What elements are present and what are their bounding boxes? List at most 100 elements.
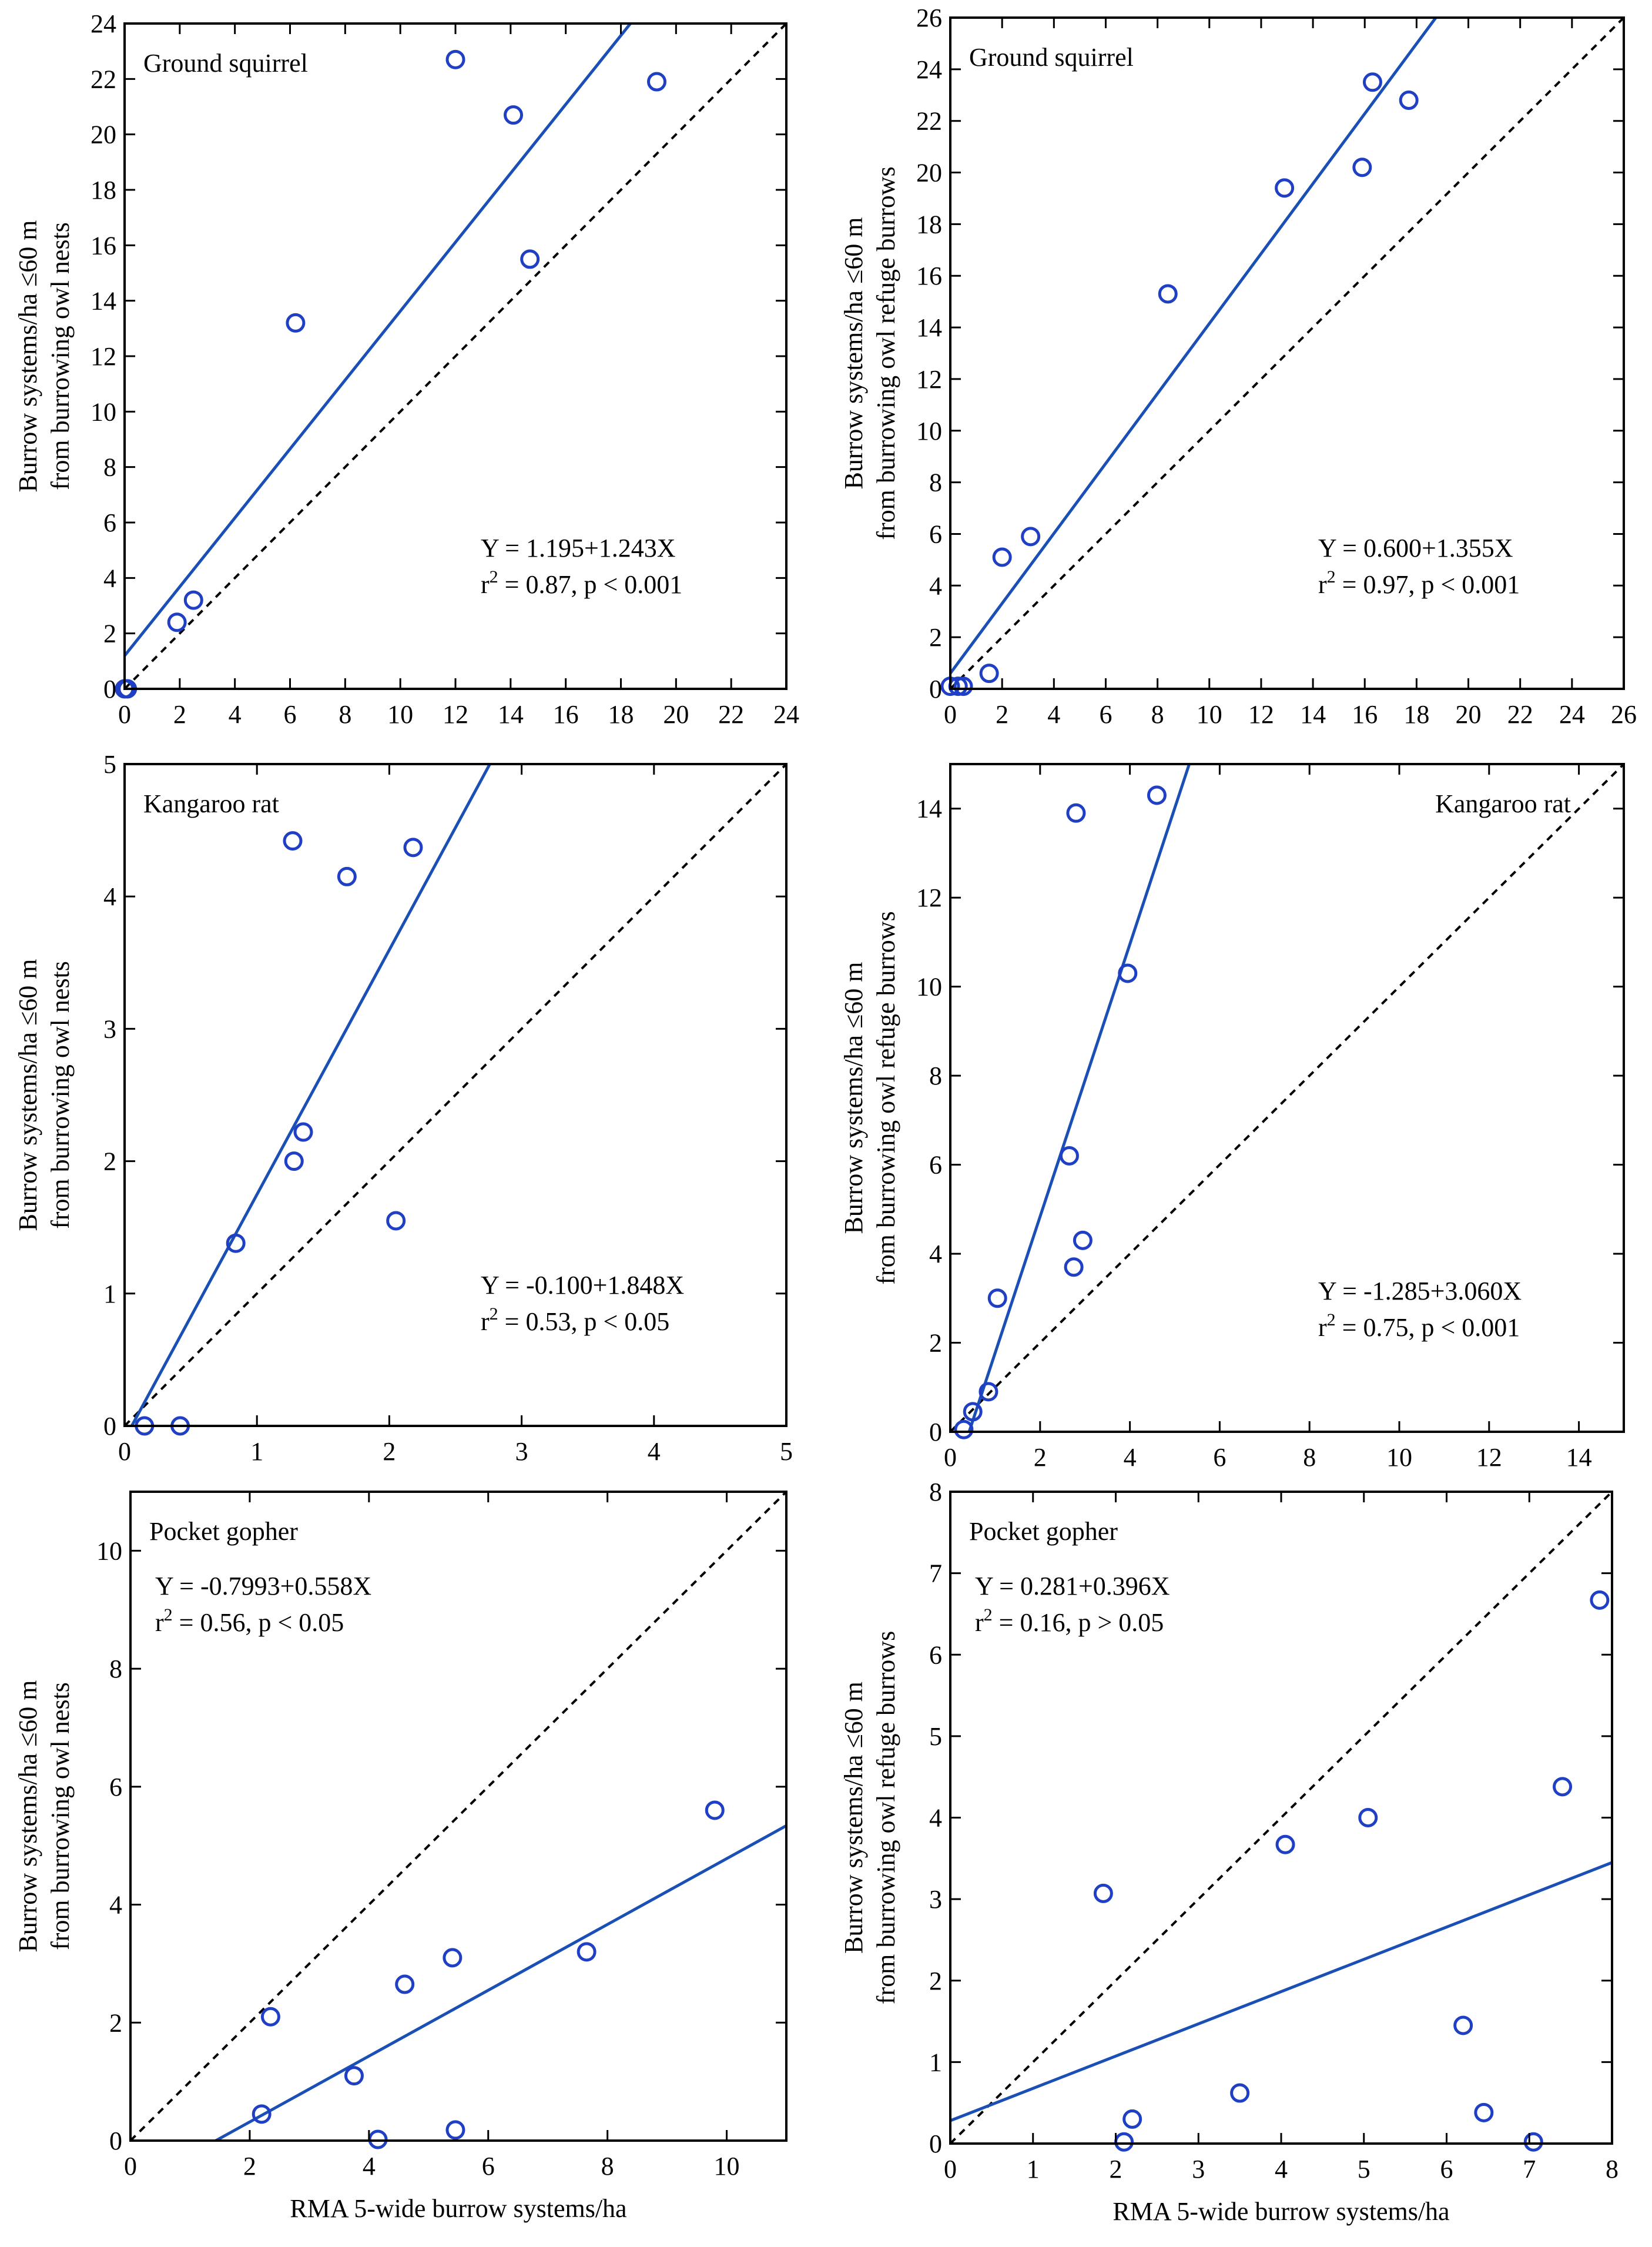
y-axis-label: from burrowing owl refuge burrows bbox=[872, 166, 900, 540]
data-point bbox=[395, 1974, 415, 1994]
y-tick-label: 4 bbox=[103, 564, 116, 592]
y-axis-label: from burrowing owl refuge burrows bbox=[872, 1631, 900, 2004]
y-tick-label: 4 bbox=[929, 1240, 942, 1268]
regression-equation: Y = -0.100+1.848X bbox=[481, 1271, 684, 1300]
y-tick-label: 20 bbox=[916, 159, 942, 187]
data-point bbox=[992, 547, 1012, 567]
x-tick-label: 2 bbox=[383, 1437, 396, 1466]
y-tick-label: 10 bbox=[91, 397, 116, 426]
y-tick-label: 14 bbox=[916, 313, 942, 342]
x-tick-label: 20 bbox=[663, 700, 689, 729]
data-point bbox=[954, 1419, 974, 1439]
data-point bbox=[293, 1122, 313, 1142]
data-point bbox=[183, 590, 203, 610]
x-tick-label: 4 bbox=[1275, 2155, 1288, 2184]
y-tick-label: 10 bbox=[916, 973, 942, 1002]
x-tick-label: 4 bbox=[229, 700, 242, 729]
y-axis-label: from burrowing owl nests bbox=[46, 222, 75, 490]
regression-line bbox=[967, 764, 1191, 1432]
x-tick-label: 0 bbox=[944, 2155, 957, 2184]
y-tick-label: 16 bbox=[91, 231, 116, 260]
y-tick-label: 5 bbox=[929, 1722, 942, 1751]
regression-line bbox=[950, 1861, 1612, 2122]
data-point bbox=[1399, 91, 1419, 110]
data-point bbox=[1064, 1257, 1084, 1277]
y-tick-label: 1 bbox=[929, 2048, 942, 2077]
data-point bbox=[344, 2066, 364, 2086]
regression-line bbox=[213, 1824, 786, 2141]
x-tick-label: 8 bbox=[601, 2152, 614, 2181]
plot-frame bbox=[949, 763, 1625, 1433]
data-point bbox=[979, 1382, 998, 1402]
x-tick-label: 4 bbox=[363, 2152, 376, 2181]
x-tick-label: 16 bbox=[553, 700, 579, 729]
x-tick-label: 2 bbox=[243, 2152, 256, 2181]
chart-panel-kr_nests: 0 1 2 3 4 5 0 1 2 3 4 5 Burrow systems/ha ≤60 m from … bbox=[14, 750, 793, 1466]
x-tick-label: 1 bbox=[1027, 2155, 1040, 2184]
regression-equation: Y = 0.281+0.396X bbox=[975, 1572, 1170, 1600]
x-tick-label: 2 bbox=[1034, 1443, 1047, 1472]
x-axis-label: RMA 5-wide burrow systems/ha bbox=[290, 2194, 626, 2223]
chart-panel-pg_nests: 0 2 4 6 8 10 0 2 4 6 8 10 Burrow systems/ha ≤60 m fro… bbox=[14, 1491, 788, 2223]
plot-frame bbox=[123, 763, 788, 1427]
data-point bbox=[1093, 1883, 1113, 1903]
data-point bbox=[1147, 785, 1167, 805]
data-point bbox=[337, 866, 357, 886]
y-tick-label: 14 bbox=[91, 287, 116, 316]
y-axis-label: from burrowing owl nests bbox=[46, 961, 75, 1229]
data-point bbox=[252, 2104, 272, 2124]
x-tick-label: 3 bbox=[515, 1437, 528, 1466]
chart-panel-kr_refuge: 0 2 4 6 8 10 12 14 0 2 4 6 8 10 12 14 Burrow systems/ha … bbox=[839, 763, 1625, 1472]
x-tick-label: 0 bbox=[118, 700, 131, 729]
x-tick-label: 20 bbox=[1456, 700, 1482, 729]
data-point bbox=[953, 677, 973, 696]
y-tick-label: 0 bbox=[103, 1412, 116, 1441]
x-tick-label: 8 bbox=[1303, 1443, 1316, 1472]
r-symbol: r bbox=[155, 1608, 164, 1637]
y-tick-label: 6 bbox=[929, 1151, 942, 1180]
r-symbol: r bbox=[481, 1307, 490, 1336]
superscript-2: 2 bbox=[164, 1605, 173, 1625]
x-tick-label: 14 bbox=[1566, 1443, 1592, 1472]
data-point bbox=[283, 831, 303, 851]
x-tick-label: 4 bbox=[1124, 1443, 1137, 1472]
identity-line bbox=[125, 764, 786, 1426]
data-point bbox=[284, 1151, 304, 1171]
x-tick-label: 22 bbox=[718, 700, 744, 729]
x-tick-label: 5 bbox=[1358, 2155, 1370, 2184]
r-squared-value: = 0.53, p < 0.05 bbox=[498, 1307, 670, 1336]
y-tick-label: 12 bbox=[91, 342, 116, 371]
y-axis-label: Burrow systems/ha ≤60 m bbox=[14, 1680, 42, 1953]
y-axis-label: Burrow systems/ha ≤60 m bbox=[14, 220, 42, 493]
r-squared-value: = 0.97, p < 0.001 bbox=[1336, 570, 1520, 599]
data-point bbox=[260, 2007, 280, 2027]
r-symbol: r bbox=[1318, 570, 1327, 599]
y-tick-label: 0 bbox=[109, 2127, 122, 2155]
r-squared-stats: r2 = 0.97, p < 0.001 bbox=[1318, 567, 1520, 599]
y-tick-label: 2 bbox=[929, 1329, 942, 1358]
chart-panel-pg_refuge: 0 1 2 3 4 5 6 7 8 0 1 2 3 4 5 6 7 8 Burrow systems/ha ≤60 … bbox=[839, 1478, 1619, 2226]
data-point bbox=[1275, 1834, 1295, 1854]
r-squared-stats: r2 = 0.75, p < 0.001 bbox=[1318, 1310, 1520, 1342]
x-tick-label: 4 bbox=[648, 1437, 661, 1466]
x-tick-label: 18 bbox=[608, 700, 634, 729]
y-tick-label: 22 bbox=[91, 65, 116, 93]
regression-line bbox=[130, 764, 492, 1426]
x-tick-label: 8 bbox=[1151, 700, 1164, 729]
x-tick-label: 6 bbox=[482, 2152, 495, 2181]
x-tick-label: 8 bbox=[1606, 2155, 1619, 2184]
data-point bbox=[445, 2120, 465, 2140]
x-tick-label: 6 bbox=[284, 700, 297, 729]
data-point bbox=[577, 1942, 597, 1962]
chart-panel-gs_refuge: 0 2 4 6 8 10 12 14 16 18 20 22 24 2602468101214161820… bbox=[839, 4, 1637, 729]
data-point bbox=[386, 1211, 406, 1231]
data-point bbox=[1073, 1230, 1093, 1250]
x-tick-label: 12 bbox=[1476, 1443, 1502, 1472]
y-tick-label: 26 bbox=[916, 4, 942, 32]
y-tick-label: 8 bbox=[929, 468, 942, 497]
x-tick-label: 8 bbox=[339, 700, 351, 729]
x-tick-label: 4 bbox=[1047, 700, 1060, 729]
x-tick-label: 10 bbox=[1386, 1443, 1412, 1472]
x-tick-label: 2 bbox=[1110, 2155, 1122, 2184]
